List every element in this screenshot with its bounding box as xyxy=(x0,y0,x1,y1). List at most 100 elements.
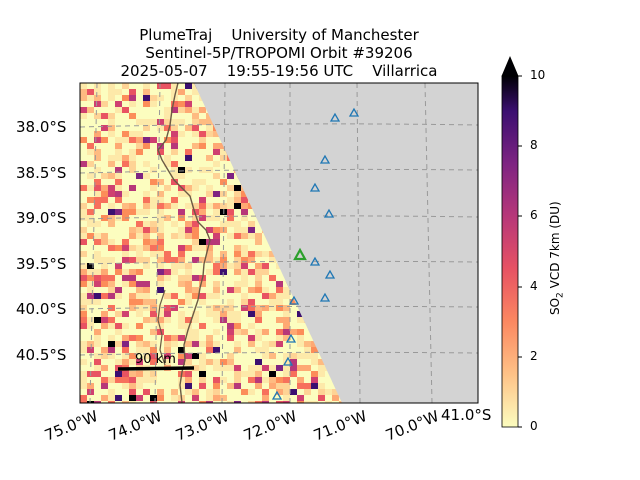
swath-pixel xyxy=(234,233,241,239)
swath-pixel xyxy=(178,389,185,395)
swath-pixel xyxy=(192,161,199,167)
swath-pixel xyxy=(220,275,227,281)
swath-pixel xyxy=(80,401,87,403)
swath-pixel xyxy=(325,383,332,389)
swath-pixel xyxy=(234,299,241,305)
swath-pixel xyxy=(108,269,115,275)
swath-pixel xyxy=(143,287,150,293)
swath-pixel xyxy=(297,365,304,371)
swath-pixel xyxy=(171,83,178,89)
colorbar-tick-6: 6 xyxy=(530,208,538,222)
swath-pixel xyxy=(297,395,304,401)
swath-pixel xyxy=(150,401,157,403)
swath-pixel xyxy=(220,353,227,359)
swath-pixel xyxy=(108,251,115,257)
swath-pixel xyxy=(164,275,171,281)
swath-pixel xyxy=(199,173,206,179)
swath-pixel xyxy=(171,281,178,287)
swath-pixel xyxy=(157,137,164,143)
swath-pixel xyxy=(122,227,129,233)
swath-pixel xyxy=(87,347,94,353)
swath-pixel xyxy=(143,131,150,137)
station-marker xyxy=(282,356,294,366)
swath-pixel xyxy=(136,263,143,269)
swath-pixel xyxy=(185,227,192,233)
swath-pixel xyxy=(164,215,171,221)
swath-pixel xyxy=(87,287,94,293)
swath-pixel xyxy=(87,137,94,143)
swath-pixel xyxy=(150,383,157,389)
swath-pixel xyxy=(248,359,255,365)
swath-pixel xyxy=(143,101,150,107)
swath-pixel xyxy=(115,107,122,113)
swath-pixel xyxy=(122,323,129,329)
swath-pixel xyxy=(297,347,304,353)
swath-pixel xyxy=(108,263,115,269)
swath-pixel xyxy=(192,395,199,401)
swath-pixel xyxy=(94,251,101,257)
swath-pixel xyxy=(143,125,150,131)
swath-pixel xyxy=(108,311,115,317)
swath-pixel xyxy=(80,239,87,245)
swath-pixel xyxy=(234,275,241,281)
swath-pixel xyxy=(150,203,157,209)
swath-pixel xyxy=(101,341,108,347)
swath-pixel xyxy=(101,131,108,137)
swath-pixel xyxy=(108,101,115,107)
swath-pixel xyxy=(122,269,129,275)
swath-pixel xyxy=(241,365,248,371)
swath-pixel xyxy=(136,233,143,239)
swath-pixel xyxy=(332,401,339,403)
swath-pixel xyxy=(206,269,213,275)
swath-pixel xyxy=(206,317,213,323)
swath-pixel xyxy=(276,293,283,299)
swath-pixel xyxy=(136,335,143,341)
swath-pixel xyxy=(213,377,220,383)
swath-pixel xyxy=(262,347,269,353)
swath-pixel xyxy=(164,83,171,89)
swath-pixel xyxy=(101,359,108,365)
swath-pixel xyxy=(108,137,115,143)
swath-pixel xyxy=(220,233,227,239)
swath-pixel xyxy=(80,101,87,107)
swath-pixel xyxy=(248,281,255,287)
swath-pixel xyxy=(94,185,101,191)
swath-pixel xyxy=(199,389,206,395)
swath-pixel xyxy=(248,227,255,233)
swath-pixel xyxy=(178,113,185,119)
swath-pixel xyxy=(80,167,87,173)
swath-pixel xyxy=(192,227,199,233)
swath-pixel xyxy=(80,155,87,161)
swath-pixel xyxy=(87,383,94,389)
swath-pixel xyxy=(199,125,206,131)
swath-pixel xyxy=(178,287,185,293)
swath-pixel xyxy=(164,209,171,215)
swath-pixel xyxy=(87,167,94,173)
swath-pixel xyxy=(192,245,199,251)
swath-pixel xyxy=(185,347,192,353)
swath-pixel xyxy=(129,293,136,299)
swath-pixel xyxy=(213,329,220,335)
swath-pixel xyxy=(318,359,325,365)
swath-pixel xyxy=(290,383,297,389)
swath-pixel xyxy=(108,401,115,403)
swath-pixel xyxy=(94,353,101,359)
swath-pixel xyxy=(80,347,87,353)
swath-pixel xyxy=(87,173,94,179)
station-markers xyxy=(271,107,360,400)
swath-pixel xyxy=(213,209,220,215)
swath-pixel xyxy=(94,245,101,251)
swath-pixel xyxy=(157,125,164,131)
swath-pixel xyxy=(164,263,171,269)
swath-pixel xyxy=(129,149,136,155)
swath-pixel xyxy=(129,329,136,335)
swath-pixel xyxy=(255,269,262,275)
swath-pixel xyxy=(206,389,213,395)
swath-pixel xyxy=(227,365,234,371)
swath-pixel xyxy=(248,311,255,317)
swath-pixel xyxy=(199,209,206,215)
swath-pixel xyxy=(234,287,241,293)
swath-pixel xyxy=(192,251,199,257)
swath-pixel xyxy=(199,353,206,359)
swath-pixel xyxy=(192,347,199,353)
